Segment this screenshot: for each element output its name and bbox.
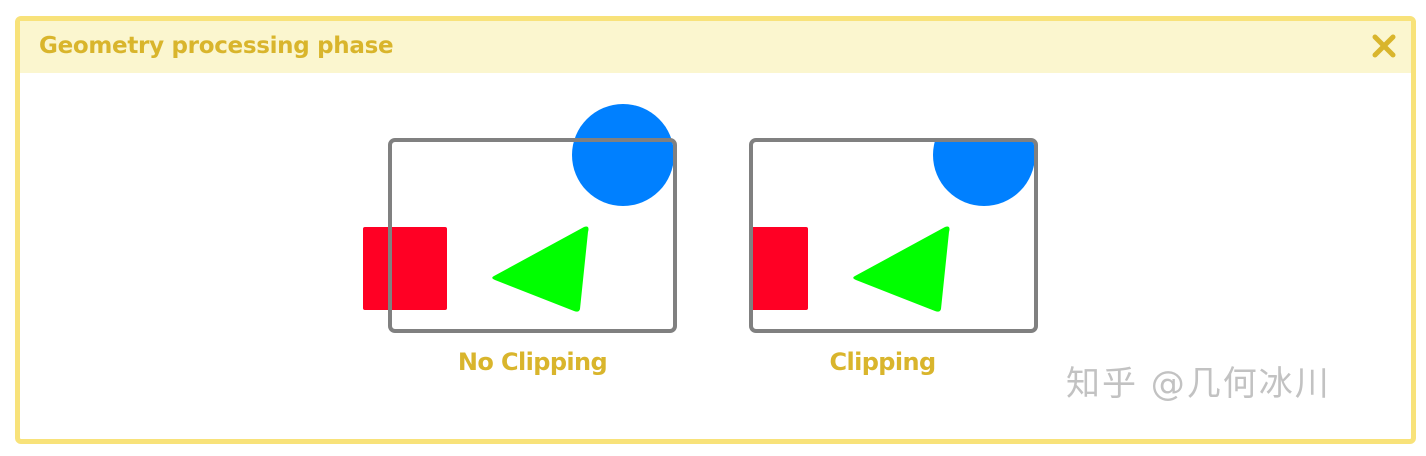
panel-header: Geometry processing phase xyxy=(20,21,1411,73)
clipped-circle xyxy=(933,140,1035,206)
watermark-text: 知乎 @几何冰川 xyxy=(1066,364,1331,404)
unclipped-square xyxy=(363,227,447,310)
unclipped-view-frame xyxy=(388,138,677,333)
clipped-triangle xyxy=(853,226,950,312)
geometry-processing-panel: Geometry processing phase xyxy=(15,16,1416,444)
clipped-square xyxy=(751,227,808,310)
clipping-illustration xyxy=(749,138,1038,333)
unclipped-triangle xyxy=(492,226,589,312)
panel-title: Geometry processing phase xyxy=(39,33,394,59)
clipped-view-frame xyxy=(749,138,1038,333)
no-clipping-caption: No Clipping xyxy=(457,348,608,376)
close-icon[interactable] xyxy=(1371,33,1397,59)
clipping-caption: Clipping xyxy=(829,348,936,376)
unclipped-circle xyxy=(572,104,674,206)
no-clipping-illustration xyxy=(363,104,677,333)
